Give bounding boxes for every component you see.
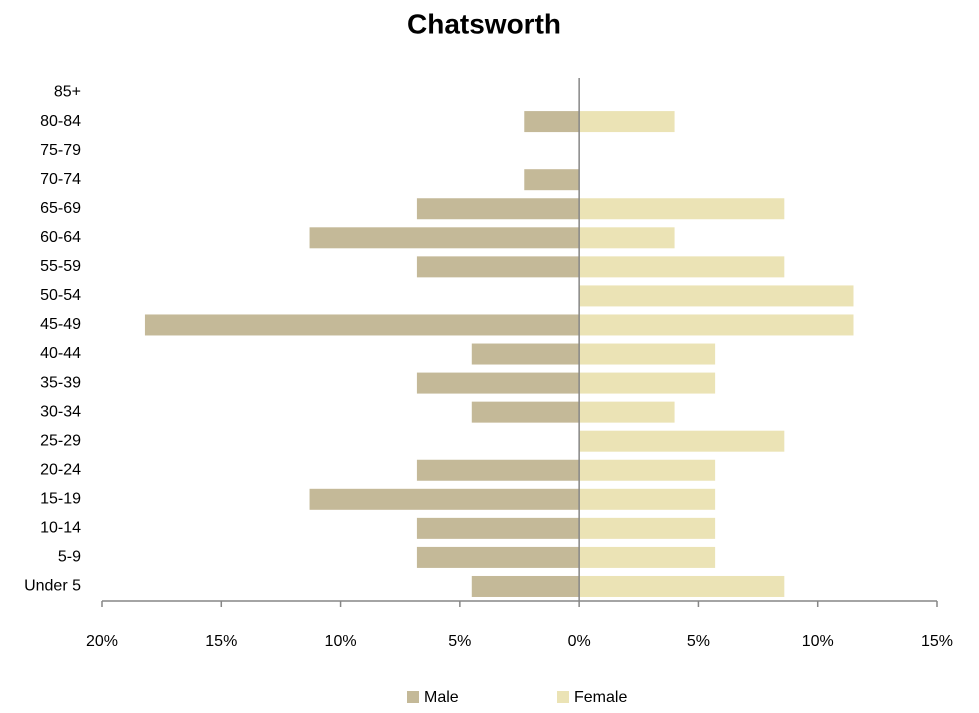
y-tick-label: 85+ xyxy=(54,84,81,101)
x-tick-label: 5% xyxy=(448,633,471,650)
y-tick-label: 20-24 xyxy=(40,461,81,478)
bar xyxy=(144,314,580,336)
bar xyxy=(579,198,785,220)
x-tick-label: 10% xyxy=(325,633,357,650)
bar xyxy=(579,314,854,336)
bar xyxy=(309,488,580,510)
bar xyxy=(416,517,580,539)
x-tick-label: 10% xyxy=(802,633,834,650)
bar xyxy=(579,575,785,597)
y-tick-label: 70-74 xyxy=(40,171,81,188)
y-tick-label: 25-29 xyxy=(40,432,81,449)
bar xyxy=(471,401,580,423)
bar xyxy=(579,546,716,568)
bar xyxy=(524,169,580,191)
y-tick-label: 50-54 xyxy=(40,287,81,304)
y-tick-label: 10-14 xyxy=(40,520,81,537)
y-tick-label: 35-39 xyxy=(40,374,81,391)
y-tick-label: 65-69 xyxy=(40,200,81,217)
bar xyxy=(416,546,580,568)
y-tick-label: 60-64 xyxy=(40,229,81,246)
x-tick-label: 15% xyxy=(921,633,953,650)
y-tick-label: 30-34 xyxy=(40,403,81,420)
bar xyxy=(579,256,785,278)
bar xyxy=(471,575,580,597)
y-tick-label: 15-19 xyxy=(40,491,81,508)
legend-swatch xyxy=(407,691,419,703)
bar xyxy=(579,285,854,307)
y-tick-label: 75-79 xyxy=(40,142,81,159)
y-tick-label: Under 5 xyxy=(24,578,81,595)
y-tick-label: 5-9 xyxy=(58,549,81,566)
bar xyxy=(579,459,716,481)
x-tick-label: 15% xyxy=(205,633,237,650)
y-tick-label: 55-59 xyxy=(40,258,81,275)
legend-label: Female xyxy=(574,689,627,706)
bar xyxy=(416,256,580,278)
bar xyxy=(416,372,580,394)
bar xyxy=(471,343,580,365)
bar xyxy=(309,227,580,249)
bar xyxy=(416,459,580,481)
bar xyxy=(579,488,716,510)
legend-swatch xyxy=(557,691,569,703)
bar xyxy=(579,517,716,539)
bar xyxy=(579,111,675,133)
bar xyxy=(524,111,580,133)
chart-title: Chatsworth xyxy=(407,8,561,39)
legend-label: Male xyxy=(424,689,459,706)
bar xyxy=(579,372,716,394)
y-tick-label: 45-49 xyxy=(40,316,81,333)
x-tick-label: 20% xyxy=(86,633,118,650)
y-tick-label: 40-44 xyxy=(40,345,81,362)
bar xyxy=(579,430,785,452)
bar xyxy=(579,227,675,249)
bar xyxy=(579,343,716,365)
x-tick-label: 0% xyxy=(568,633,591,650)
bar xyxy=(579,401,675,423)
y-tick-label: 80-84 xyxy=(40,113,81,130)
x-tick-label: 5% xyxy=(687,633,710,650)
bar xyxy=(416,198,580,220)
